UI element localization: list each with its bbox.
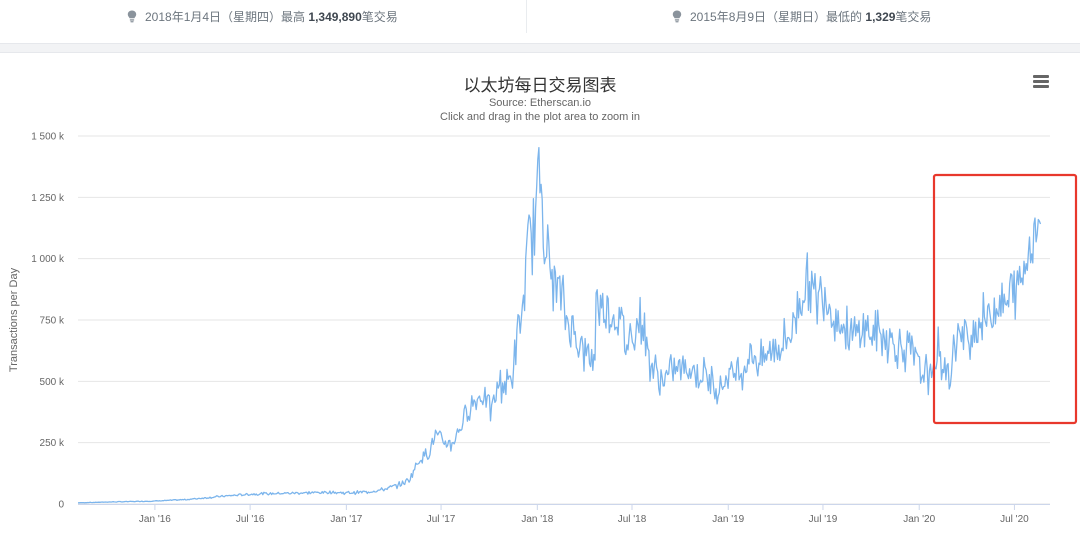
y-tick-label: 1 500 k bbox=[31, 132, 65, 143]
chart-card: 以太坊每日交易图表 Source: Etherscan.io Click and… bbox=[0, 52, 1080, 543]
stat-high-suffix: 笔交易 bbox=[361, 10, 398, 24]
stats-card: 2018年1月4日（星期四）最高 1,349,890 笔交易 2015年8月9日（… bbox=[0, 0, 1080, 44]
x-tick-label: Jul '20 bbox=[1000, 514, 1029, 525]
x-tick-label: Jul '16 bbox=[236, 514, 265, 525]
y-tick-label: 0 bbox=[58, 500, 64, 511]
y-tick-label: 750 k bbox=[40, 316, 65, 327]
chart-title: 以太坊每日交易图表 bbox=[463, 76, 617, 95]
y-tick-label: 1 000 k bbox=[31, 254, 65, 265]
highlight-box bbox=[932, 173, 1078, 425]
stat-divider bbox=[526, 0, 527, 33]
chart-subtitle: Source: Etherscan.io bbox=[488, 97, 592, 109]
y-tick-label: 1 250 k bbox=[31, 193, 65, 204]
x-tick-label: Jul '19 bbox=[809, 514, 838, 525]
x-tick-label: Jan '18 bbox=[521, 514, 553, 525]
stat-low: 2015年8月9日（星期日）最低的 1,329 笔交易 bbox=[672, 0, 931, 33]
x-tick-label: Jan '19 bbox=[712, 514, 744, 525]
stat-low-suffix: 笔交易 bbox=[895, 10, 932, 24]
stat-high-prefix: 2018年1月4日（星期四）最高 bbox=[145, 10, 306, 24]
hamburger-menu-icon[interactable] bbox=[1033, 75, 1049, 89]
x-tick-label: Jan '20 bbox=[903, 514, 935, 525]
x-tick-label: Jul '18 bbox=[618, 514, 647, 525]
stat-low-prefix: 2015年8月9日（星期日）最低的 bbox=[690, 10, 863, 24]
x-tick-label: Jul '17 bbox=[427, 514, 456, 525]
y-axis-label: Transactions per Day bbox=[8, 267, 20, 372]
lightbulb-icon bbox=[672, 10, 682, 23]
chart-zoom-hint: Click and drag in the plot area to zoom … bbox=[440, 111, 640, 123]
x-tick-label: Jan '16 bbox=[139, 514, 171, 525]
y-tick-label: 500 k bbox=[40, 377, 65, 388]
stat-high-value: 1,349,890 bbox=[308, 9, 362, 24]
stat-high: 2018年1月4日（星期四）最高 1,349,890 笔交易 bbox=[127, 0, 398, 33]
stat-low-value: 1,329 bbox=[865, 9, 896, 24]
x-tick-label: Jan '17 bbox=[330, 514, 362, 525]
series-line bbox=[78, 146, 1042, 504]
y-tick-label: 250 k bbox=[40, 438, 65, 449]
lightbulb-icon bbox=[127, 10, 137, 23]
